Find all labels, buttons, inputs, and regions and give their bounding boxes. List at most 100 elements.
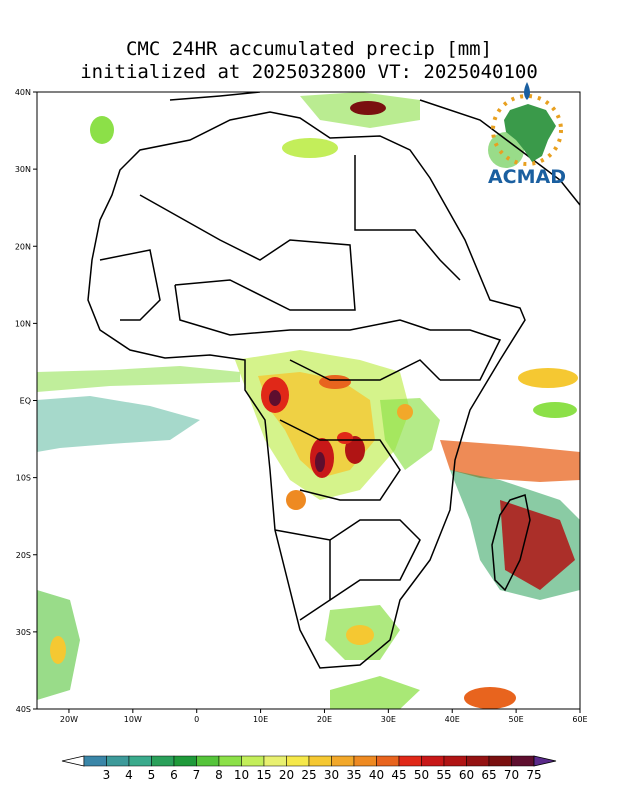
colorbar-swatch [218,755,242,767]
lat-tick-label: 20S [16,551,31,560]
colorbar-swatch [443,755,467,767]
precip-colorbar: 3 4 5 6 7 8 10 15 20 25 30 35 40 45 50 55 60 65 70 75 [61,755,557,782]
colorbar-level-label: 65 [481,768,496,782]
precip-patch-red-sea [488,132,524,168]
africa-coastline [87,111,526,669]
colorbar-level-label: 7 [193,768,201,782]
lat-tick-label: 30N [15,165,31,174]
map-title-line-2: initialized at 2025032800 VT: 2025040100 [80,61,538,83]
colorbar-over-triangle [533,755,557,767]
precip-max-south-indian [464,687,516,709]
precip-patch-southern-ocean [330,676,420,709]
precip-max-south-africa [346,625,374,645]
precip-patch-madagascar-east [500,500,575,590]
colorbar-level-label: 70 [504,768,519,782]
border-west-africa [99,249,161,321]
colorbar-level-label: 8 [215,768,223,782]
colorbar-swatch [241,755,265,767]
colorbar-swatch [106,755,130,767]
precip-max-drc-east [345,436,365,464]
border-sahel [174,284,431,336]
colorbar-level-label: 10 [234,768,249,782]
africa-silhouette-icon [504,104,556,162]
border-southern-2 [299,540,331,621]
acmad-logo: ACMAD [488,82,566,188]
logo-text: ACMAD [488,166,566,188]
lon-tick-label: 50E [509,715,524,724]
colorbar-swatch [488,755,512,767]
precip-max-drc-south [337,432,353,444]
colorbar-level-label: 3 [103,768,111,782]
precip-max-lake-region [397,404,413,420]
colorbar-swatch [308,755,332,767]
lat-tick-label: EQ [20,397,31,406]
precip-max-east-indian [533,402,577,418]
lon-tick-label: 20E [317,715,332,724]
colorbar-level-label: 4 [125,768,133,782]
lat-tick-label: 10S [16,474,31,483]
precip-patch-atlantic-north [90,116,114,144]
colorbar-swatch [263,755,287,767]
colorbar-swatch [286,755,310,767]
border-drc [279,419,401,501]
precip-max-south-atlantic [50,636,66,664]
colorbar-swatch [511,755,535,767]
colorbar-level-label: 50 [414,768,429,782]
lon-tick-label: 20W [60,715,78,724]
lat-tick-label: 20N [15,242,31,251]
lon-tick-label: 60E [572,715,587,724]
colorbar-swatch [376,755,400,767]
precip-max-angola [286,490,306,510]
lat-tick-label: 40S [16,705,31,714]
colorbar-level-label: 5 [148,768,156,782]
colorbar-swatch [196,755,220,767]
border-central [289,359,441,381]
border-ethiopia [430,329,502,381]
border-egypt-sudan [354,155,461,281]
lat-tick-label: 40N [15,88,31,97]
precip-max-indian-ocean [518,368,578,388]
colorbar-swatch [128,755,152,767]
precip-max-mediterranean [350,101,386,115]
colorbar-level-label: 55 [436,768,451,782]
lat-tick-label: 30S [16,628,31,637]
colorbar-level-label: 40 [369,768,384,782]
colorbar-level-label: 75 [526,768,541,782]
border-europe [169,92,261,101]
precipitation-field [37,92,580,709]
precip-patch-libya [282,138,338,158]
colorbar-swatch [421,755,445,767]
border-north-south [139,194,356,311]
colorbar-level-label: 20 [279,768,294,782]
colorbar-swatch [398,755,422,767]
map-title-line-1: CMC 24HR accumulated precip [mm] [125,38,493,60]
colorbar-level-label: 15 [256,768,271,782]
lon-tick-label: 40E [445,715,460,724]
precip-patch-atlantic-south [37,396,200,452]
colorbar-level-label: 60 [459,768,474,782]
colorbar-swatch [151,755,175,767]
lon-tick-label: 30E [381,715,396,724]
colorbar-under-triangle [61,755,85,767]
colorbar-swatch [331,755,355,767]
longitude-axis: 20W 10W 0 10E 20E 30E 40E 50E 60E [60,709,588,724]
lat-tick-label: 10N [15,319,31,328]
precip-max-gabon-core [269,390,281,406]
colorbar-swatch [466,755,490,767]
colorbar-swatch [83,755,107,767]
lon-tick-label: 10E [253,715,268,724]
water-drop-icon [524,82,530,100]
precip-max-drc-core [315,452,325,472]
colorbar-level-label: 30 [324,768,339,782]
latitude-axis: 40N 30N 20N 10N EQ 10S 20S 30S 40S [15,88,37,714]
lon-tick-label: 10W [124,715,142,724]
colorbar-level-label: 25 [301,768,316,782]
madagascar-coastline [491,494,531,592]
precip-patch-indian-ocean [440,440,580,482]
border-southern [274,519,421,601]
border-saudi [419,99,580,206]
lon-tick-label: 0 [194,715,199,724]
colorbar-level-label: 35 [346,768,361,782]
precip-patch-atlantic-itcz [37,366,240,392]
